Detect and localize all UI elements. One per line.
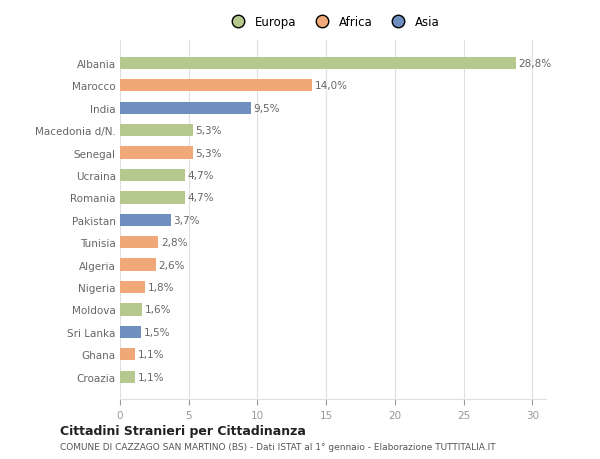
Legend: Europa, Africa, Asia: Europa, Africa, Asia: [221, 11, 445, 34]
Bar: [120, 80, 313, 92]
Bar: [120, 169, 185, 182]
Bar: [120, 326, 140, 338]
Text: COMUNE DI CAZZAGO SAN MARTINO (BS) - Dati ISTAT al 1° gennaio - Elaborazione TUT: COMUNE DI CAZZAGO SAN MARTINO (BS) - Dat…: [60, 442, 496, 451]
Bar: [120, 281, 145, 294]
Bar: [120, 125, 193, 137]
Bar: [120, 348, 135, 361]
Bar: [120, 192, 185, 204]
Bar: [120, 57, 516, 70]
Text: 2,6%: 2,6%: [158, 260, 185, 270]
Text: Cittadini Stranieri per Cittadinanza: Cittadini Stranieri per Cittadinanza: [60, 424, 306, 437]
Text: 1,6%: 1,6%: [145, 305, 171, 315]
Text: 1,1%: 1,1%: [138, 350, 164, 359]
Text: 9,5%: 9,5%: [253, 103, 280, 113]
Text: 1,5%: 1,5%: [143, 327, 170, 337]
Text: 4,7%: 4,7%: [187, 171, 214, 180]
Text: 1,8%: 1,8%: [148, 282, 174, 292]
Bar: [120, 236, 158, 249]
Bar: [120, 214, 171, 226]
Text: 28,8%: 28,8%: [518, 59, 551, 69]
Text: 5,3%: 5,3%: [196, 148, 222, 158]
Text: 5,3%: 5,3%: [196, 126, 222, 136]
Bar: [120, 371, 135, 383]
Text: 3,7%: 3,7%: [173, 215, 200, 225]
Text: 1,1%: 1,1%: [138, 372, 164, 382]
Text: 14,0%: 14,0%: [315, 81, 348, 91]
Bar: [120, 102, 251, 115]
Text: 4,7%: 4,7%: [187, 193, 214, 203]
Bar: [120, 147, 193, 159]
Bar: [120, 259, 156, 271]
Text: 2,8%: 2,8%: [161, 238, 188, 248]
Bar: [120, 304, 142, 316]
